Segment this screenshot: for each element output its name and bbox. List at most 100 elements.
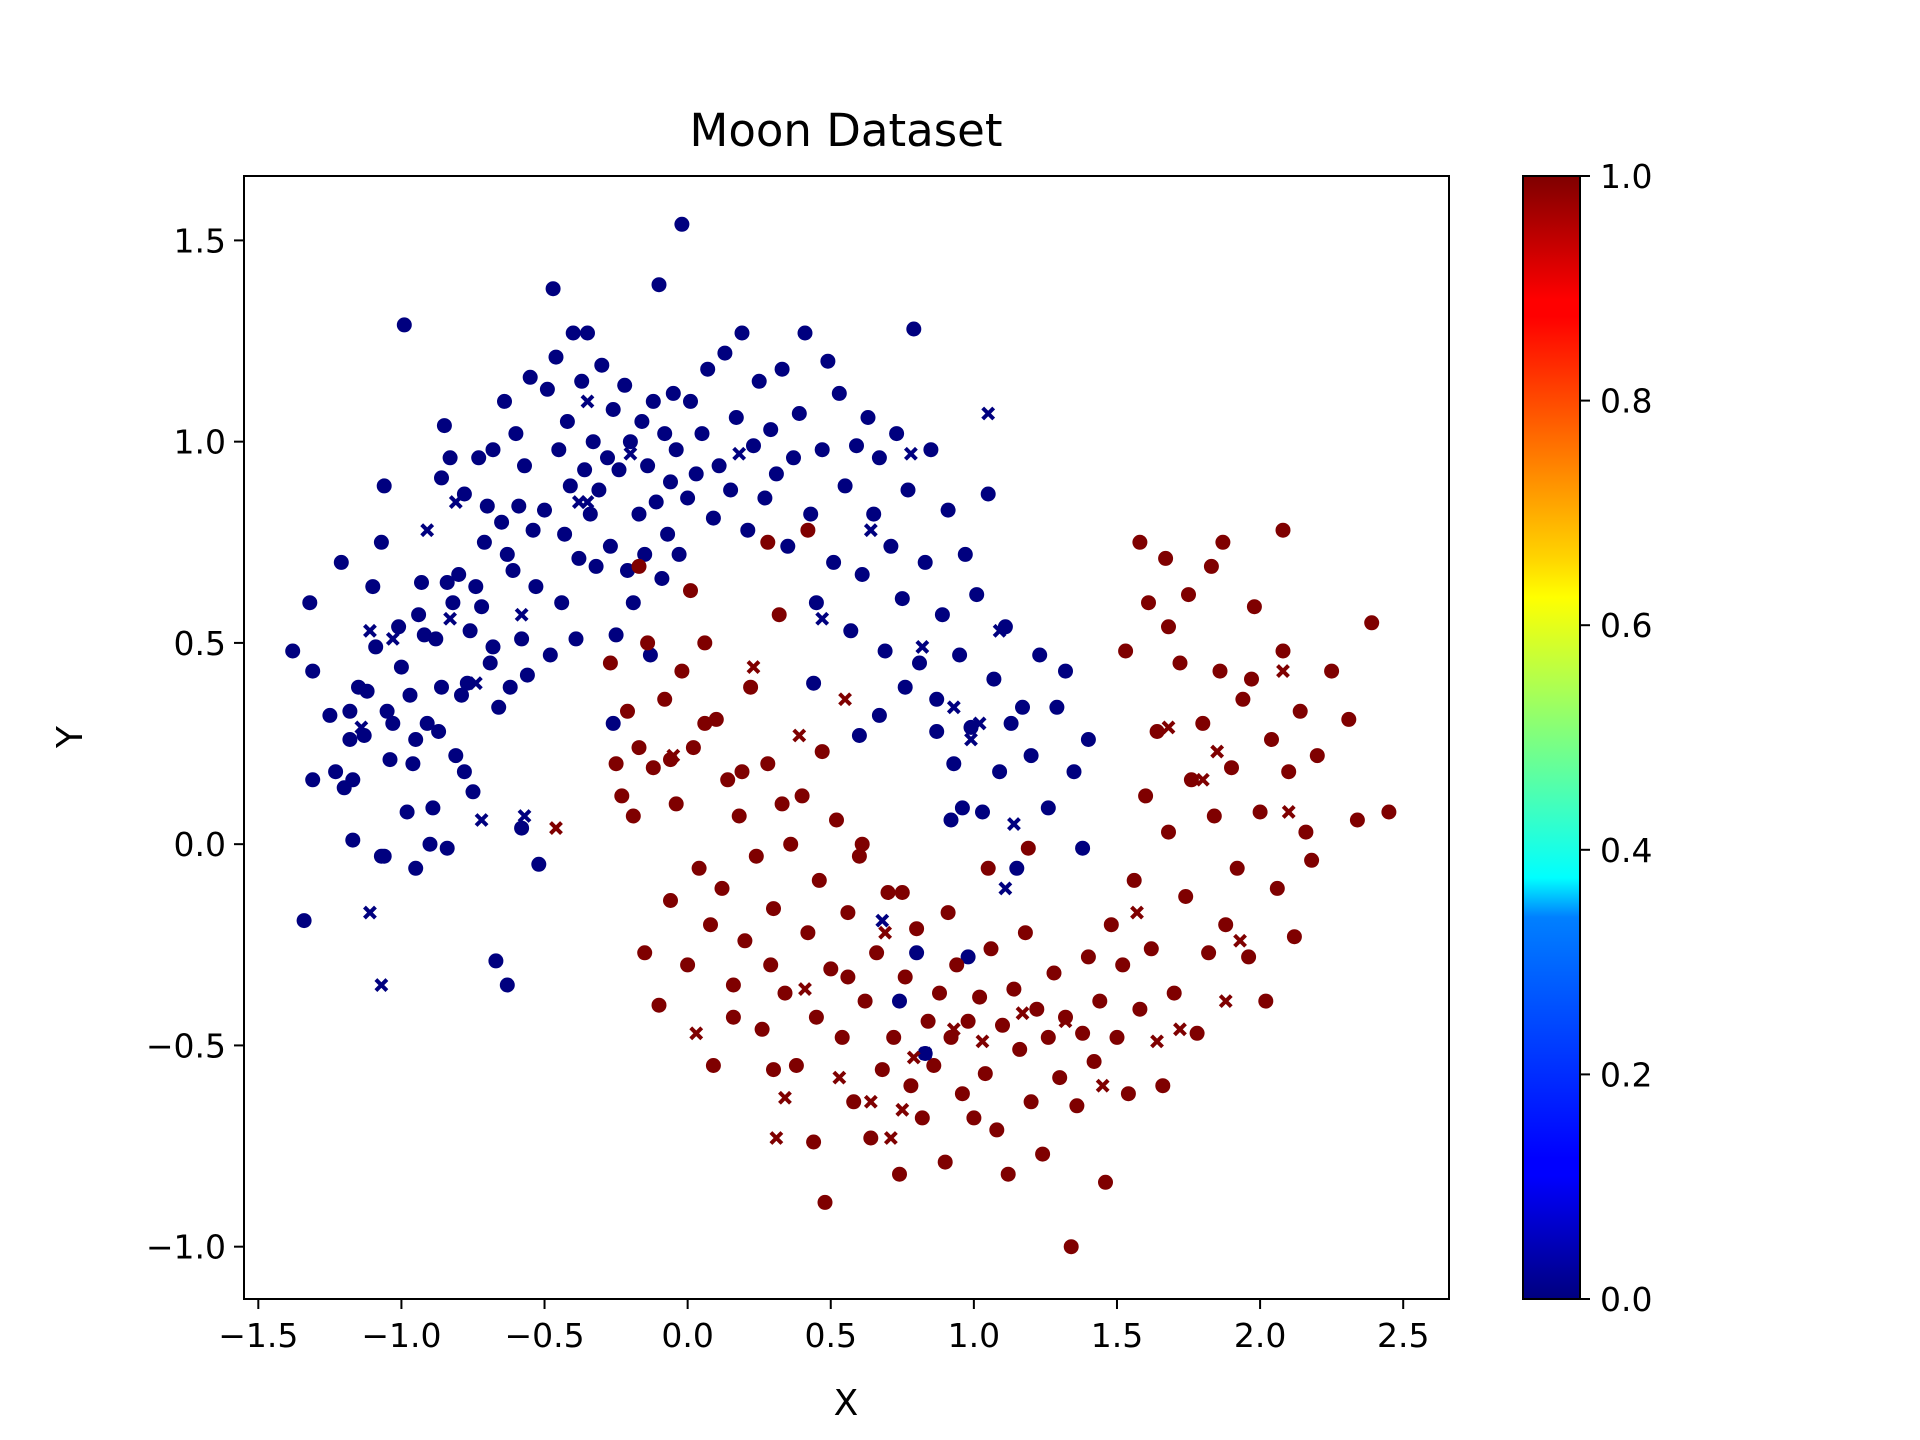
data-point-class0-circle xyxy=(1009,860,1025,876)
data-point-class0-circle xyxy=(654,571,670,586)
data-point-class0-circle xyxy=(774,361,790,377)
data-point-class1-circle xyxy=(1381,804,1397,820)
data-point-class0-circle xyxy=(806,675,822,691)
data-point-class0-circle xyxy=(580,325,595,341)
data-point-class0-circle xyxy=(448,748,464,764)
data-point-class0-circle xyxy=(757,490,773,506)
data-point-class1-circle xyxy=(1109,1029,1125,1045)
data-point-class0-circle xyxy=(611,462,627,478)
data-point-class1-circle xyxy=(1215,534,1231,550)
data-point-class1-circle xyxy=(892,1166,907,1182)
data-point-class0-circle xyxy=(345,772,361,788)
data-point-class1-circle xyxy=(1183,772,1199,788)
data-point-class0-circle xyxy=(791,406,807,421)
data-point-class0-circle xyxy=(943,812,959,828)
y-tick-label: −0.5 xyxy=(146,1026,226,1065)
data-point-class1-circle xyxy=(800,925,816,941)
x-axis-label: X xyxy=(834,1383,859,1424)
data-point-class0-circle xyxy=(502,679,518,695)
data-point-class1-circle xyxy=(977,1066,993,1082)
data-point-class1-circle xyxy=(645,760,661,776)
data-point-class1-circle xyxy=(894,885,910,900)
data-point-class0-x xyxy=(732,446,747,461)
data-point-class1-circle xyxy=(743,679,759,695)
data-point-class1-circle xyxy=(631,740,647,756)
data-point-class1-circle xyxy=(914,1110,930,1126)
y-tick-label: 1.0 xyxy=(174,423,226,462)
data-point-class0-circle xyxy=(328,764,344,780)
data-point-class0-circle xyxy=(482,655,498,671)
data-point-class0-circle xyxy=(399,804,415,820)
data-point-class1-circle xyxy=(829,812,844,828)
data-point-class0-circle xyxy=(897,679,913,695)
data-point-class0-x xyxy=(354,720,369,735)
data-point-class1-circle xyxy=(932,985,947,1001)
data-point-class0-circle xyxy=(422,836,438,852)
data-point-class1-circle xyxy=(1166,985,1182,1001)
data-point-class1-circle xyxy=(725,977,741,993)
data-point-class1-circle xyxy=(657,691,673,707)
data-point-class1-x xyxy=(883,1131,898,1145)
data-point-class0-circle xyxy=(980,486,996,502)
data-point-class0-circle xyxy=(1080,732,1096,747)
data-point-class1-x xyxy=(1173,1022,1187,1037)
data-point-class1-circle xyxy=(863,1130,879,1146)
data-point-class0-circle xyxy=(517,458,532,474)
data-point-class0-circle xyxy=(854,567,870,582)
data-point-class0-circle xyxy=(940,502,956,518)
data-point-class0-circle xyxy=(906,321,922,337)
data-point-class0-circle xyxy=(373,534,389,550)
data-point-class1-circle xyxy=(926,1058,942,1073)
data-point-class0-circle xyxy=(634,414,650,429)
data-point-class0-circle xyxy=(929,724,945,739)
data-point-class0-circle xyxy=(1032,647,1048,663)
data-point-class1-circle xyxy=(1178,889,1194,904)
data-point-class0-circle xyxy=(600,450,615,466)
data-point-class0-circle xyxy=(768,466,784,482)
data-point-class0-x xyxy=(374,978,389,992)
data-point-class0-circle xyxy=(969,587,985,603)
data-point-class1-circle xyxy=(949,957,965,973)
data-point-class0-circle xyxy=(849,438,864,454)
data-point-class0-circle xyxy=(728,410,744,425)
data-point-class0-x xyxy=(981,406,996,421)
data-point-class1-circle xyxy=(1203,558,1219,574)
data-point-class1-x xyxy=(1015,1006,1030,1021)
data-point-class0-circle xyxy=(296,913,312,929)
data-point-class1-circle xyxy=(840,905,856,921)
data-point-class0-circle xyxy=(1066,764,1082,780)
data-point-class0-circle xyxy=(439,840,455,856)
data-point-class0-circle xyxy=(651,277,667,293)
data-point-class0-circle xyxy=(551,442,567,458)
data-point-class1-circle xyxy=(1012,1041,1028,1057)
data-point-class1-x xyxy=(746,660,761,674)
data-point-class0-circle xyxy=(963,719,979,735)
data-point-class1-circle xyxy=(960,1013,976,1029)
data-point-class1-x xyxy=(798,982,812,996)
data-point-class0-circle xyxy=(640,458,656,474)
data-point-class1-circle xyxy=(1364,615,1380,631)
data-point-class0-x xyxy=(964,732,978,747)
data-point-class0-circle xyxy=(545,281,561,297)
data-point-class1-x xyxy=(838,692,852,707)
data-point-class1-circle xyxy=(1143,941,1159,957)
data-point-class0-circle xyxy=(528,579,544,595)
data-point-class0-circle xyxy=(368,639,384,655)
data-point-class1-circle xyxy=(1212,663,1228,679)
data-point-class0-circle xyxy=(803,506,819,522)
data-point-class1-circle xyxy=(663,893,678,908)
data-point-class0-circle xyxy=(826,554,842,570)
data-point-class1-circle xyxy=(1141,595,1156,611)
data-point-class1-circle xyxy=(897,969,913,985)
data-point-class0-circle xyxy=(843,623,859,639)
data-point-class1-circle xyxy=(823,961,839,977)
data-point-class0-circle xyxy=(425,800,441,816)
data-point-class0-circle xyxy=(605,715,621,731)
data-point-class0-circle xyxy=(531,856,547,872)
data-point-class1-circle xyxy=(683,583,698,599)
data-point-class1-circle xyxy=(1304,852,1320,868)
data-point-class1-circle xyxy=(811,872,827,888)
data-point-class0-circle xyxy=(631,506,647,522)
data-point-class1-circle xyxy=(817,1194,833,1210)
